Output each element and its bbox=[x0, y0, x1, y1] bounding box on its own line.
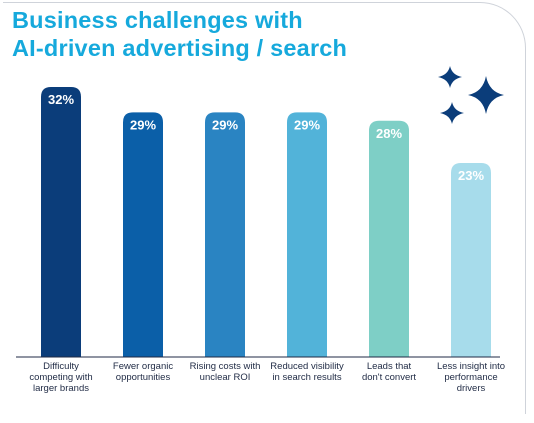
x-tick-label-2: Fewer organic opportunities bbox=[113, 361, 173, 383]
bar-5 bbox=[369, 120, 409, 357]
data-label-5: 28% bbox=[376, 126, 402, 141]
x-tick-labels: Difficulty competing with larger brands Few… bbox=[29, 361, 505, 394]
sparkle-small-top bbox=[438, 66, 462, 88]
bars-group: 32% 29% 29% 29% 28% 23% bbox=[41, 87, 491, 357]
x-tick-label-4: Reduced visibility in search results bbox=[270, 361, 344, 383]
card-frame bbox=[3, 2, 526, 414]
data-label-1: 32% bbox=[48, 92, 74, 107]
x-tick-label-3: Rising costs with unclear ROI bbox=[190, 361, 261, 383]
data-label-2: 29% bbox=[130, 117, 156, 132]
bar-4 bbox=[287, 112, 327, 357]
bar-2 bbox=[123, 112, 163, 357]
x-tick-label-6: Less insight into performance drivers bbox=[437, 361, 505, 394]
bar-3 bbox=[205, 112, 245, 357]
x-tick-label-5: Leads that don't convert bbox=[362, 361, 416, 383]
x-tick-label-1: Difficulty competing with larger brands bbox=[29, 361, 92, 394]
chart-title-line-2: AI-driven advertising / search bbox=[12, 35, 348, 61]
chart-title: Business challenges with AI-driven adver… bbox=[12, 6, 347, 62]
bar-1 bbox=[41, 87, 81, 357]
data-label-3: 29% bbox=[212, 117, 238, 132]
chart-title-line-1: Business challenges with bbox=[12, 7, 303, 33]
sparkle-small-bottom bbox=[440, 102, 464, 124]
data-label-6: 23% bbox=[458, 168, 484, 183]
sparkle-icon bbox=[438, 66, 504, 124]
sparkle-large bbox=[468, 76, 504, 114]
bar-6 bbox=[451, 162, 491, 357]
data-label-4: 29% bbox=[294, 117, 320, 132]
